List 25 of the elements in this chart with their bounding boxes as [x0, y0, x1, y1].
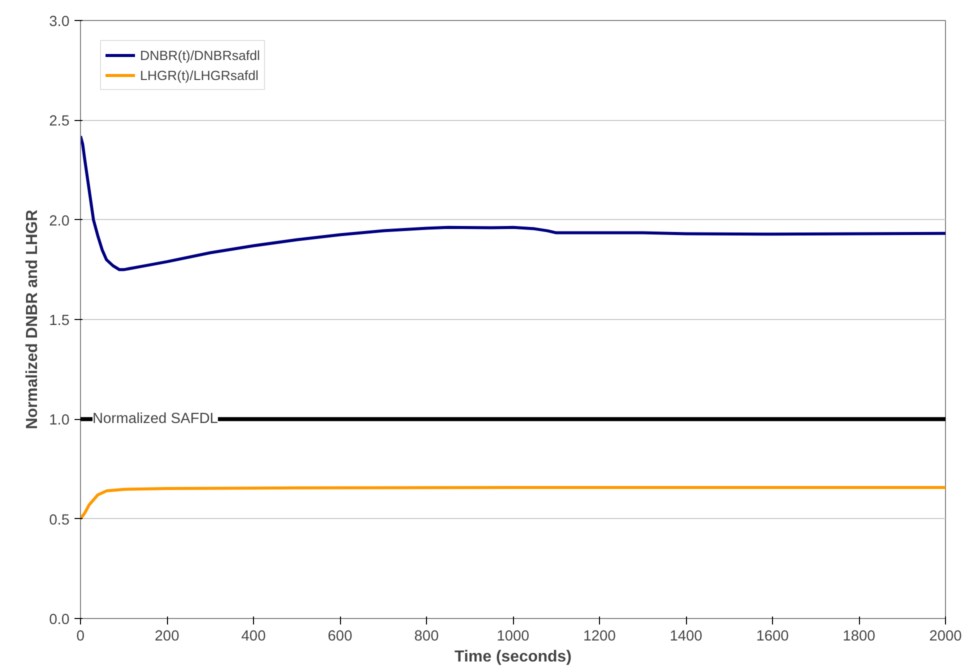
y-tick-label: 2.0 [49, 213, 70, 230]
x-tick-label: 200 [154, 628, 180, 644]
y-tick-label: 0.5 [49, 512, 70, 528]
x-tick-label: 2000 [929, 628, 962, 644]
x-tick-label: 1000 [496, 628, 530, 644]
y-tick-label: 3.0 [49, 14, 70, 30]
y-tick-label: 1.0 [49, 412, 70, 429]
x-tick-label: 1600 [756, 628, 789, 644]
legend-label: DNBR(t)/DNBRsafdl [140, 48, 260, 62]
y-tick-label: 1.5 [49, 313, 70, 329]
ref-line-label: Normalized SAFDL [92, 411, 218, 428]
legend-label: LHGR(t)/LHGRsafdl [140, 68, 258, 82]
y-tick-label: 2.5 [49, 114, 70, 130]
y-tick-label: 0.0 [49, 612, 70, 628]
x-tick-label: 0 [76, 628, 85, 644]
x-tick-label: 1200 [583, 628, 616, 644]
x-axis-title: Time (seconds) [454, 648, 572, 666]
x-tick-label: 600 [328, 628, 352, 644]
x-tick-label: 400 [241, 628, 266, 644]
line-series [80, 134, 946, 272]
y-axis-title: Normalized DNBR and LHGR [24, 209, 42, 430]
x-tick-label: 1400 [670, 628, 702, 644]
x-tick-label: 1800 [842, 628, 876, 644]
x-tick-label: 800 [414, 628, 439, 644]
line-series [80, 486, 946, 520]
